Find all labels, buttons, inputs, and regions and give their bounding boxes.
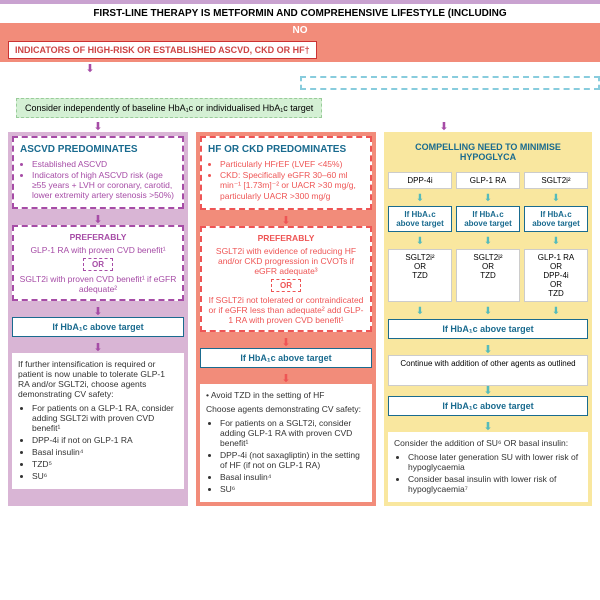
drug-cell: GLP-1 RA OR DPP-4i OR TZD bbox=[524, 249, 588, 302]
list-item: DPP-4i if not on GLP-1 RA bbox=[32, 435, 178, 445]
text-intro: Consider the addition of SU⁶ OR basal in… bbox=[394, 438, 582, 448]
pref-option: If SGLT2i not tolerated or contraindicat… bbox=[207, 295, 365, 325]
drug-cell: GLP-1 RA bbox=[456, 172, 520, 189]
list-item: Particularly HFrEF (LVEF <45%) bbox=[220, 159, 364, 169]
if-target-box: If HbA₁c above target bbox=[12, 317, 184, 337]
pref-label: PREFERABLY bbox=[19, 232, 177, 242]
down-arrow-icon: ⬇ bbox=[0, 62, 180, 94]
drug-cell: DPP-4i bbox=[388, 172, 452, 189]
down-arrow-icon: ⬇ bbox=[524, 236, 588, 247]
text-intro: If further intensification is required o… bbox=[18, 359, 178, 399]
down-arrow-icon: ⬇ bbox=[388, 387, 588, 395]
down-arrow-icon: ⬇ bbox=[388, 193, 452, 204]
ascvd-header: ASCVD PREDOMINATES Established ASCVD Ind… bbox=[12, 136, 184, 209]
hf-title: HF OR CKD PREDOMINATES bbox=[208, 144, 364, 155]
list-item: Basal insulin⁴ bbox=[220, 472, 366, 482]
hf-intensify: • Avoid TZD in the setting of HF Choose … bbox=[200, 384, 372, 502]
drug-cell: SGLT2i² OR TZD bbox=[388, 249, 452, 302]
list-item: Consider basal insulin with lower risk o… bbox=[408, 474, 582, 494]
ascvd-intensify: If further intensification is required o… bbox=[12, 353, 184, 489]
down-arrow-icon: ⬇ bbox=[200, 339, 372, 347]
list-item: Choose later generation SU with lower ri… bbox=[408, 452, 582, 472]
consider-su-insulin: Consider the addition of SU⁶ OR basal in… bbox=[388, 432, 588, 502]
avoid-tzd: • Avoid TZD in the setting of HF bbox=[206, 390, 366, 400]
or-pill: OR bbox=[271, 279, 301, 292]
down-arrow-icon: ⬇ bbox=[196, 123, 592, 131]
indicators-band: INDICATORS OF HIGH-RISK OR ESTABLISHED A… bbox=[0, 38, 600, 62]
down-arrow-icon: ⬇ bbox=[8, 123, 188, 131]
down-arrow-icon: ⬇ bbox=[456, 236, 520, 247]
pref-option: SGLT2i with evidence of reducing HF and/… bbox=[207, 246, 365, 276]
pref-label: PREFERABLY bbox=[207, 233, 365, 243]
hf-preferably: PREFERABLY SGLT2i with evidence of reduc… bbox=[200, 226, 372, 332]
pref-option: SGLT2i with proven CVD benefit¹ if eGFR … bbox=[19, 274, 177, 294]
list-item: CKD: Specifically eGFR 30–60 ml min⁻¹ [1… bbox=[220, 170, 364, 201]
down-arrow-icon: ⬇ bbox=[388, 236, 452, 247]
column-hf-ckd: HF OR CKD PREDOMINATES Particularly HFrE… bbox=[196, 132, 376, 506]
hypo-title: COMPELLING NEED TO MINIMISE HYPOGLYCA bbox=[388, 136, 588, 172]
down-arrow-icon: ⬇ bbox=[200, 217, 372, 225]
down-arrow-icon: ⬇ bbox=[388, 423, 588, 431]
list-item: Indicators of high ASCVD risk (age ≥55 y… bbox=[32, 170, 176, 200]
banner-firstline: FIRST-LINE THERAPY IS METFORMIN AND COMP… bbox=[0, 0, 600, 23]
down-arrow-icon: ⬇ bbox=[456, 306, 520, 317]
hf-header: HF OR CKD PREDOMINATES Particularly HFrE… bbox=[200, 136, 372, 210]
down-arrow-icon: ⬇ bbox=[12, 344, 184, 352]
down-arrow-icon: ⬇ bbox=[524, 306, 588, 317]
continue-cell: Continue with addition of other agents a… bbox=[388, 355, 588, 386]
down-arrow-icon: ⬇ bbox=[524, 193, 588, 204]
if-target-cell: If HbA₁c above target bbox=[456, 206, 520, 232]
drug-cell: SGLT2i² OR TZD bbox=[456, 249, 520, 302]
list-item: DPP-4i (not saxagliptin) in the setting … bbox=[220, 450, 366, 470]
down-arrow-icon: ⬇ bbox=[12, 216, 184, 224]
list-item: For patients on a SGLT2i, consider addin… bbox=[220, 418, 366, 448]
pref-option: GLP-1 RA with proven CVD benefit¹ bbox=[19, 245, 177, 255]
down-arrow-icon: ⬇ bbox=[200, 375, 372, 383]
or-pill: OR bbox=[83, 258, 113, 271]
ascvd-title: ASCVD PREDOMINATES bbox=[20, 144, 176, 155]
down-arrow-icon: ⬇ bbox=[388, 306, 452, 317]
down-arrow-icon: ⬇ bbox=[12, 308, 184, 316]
consider-independent: Consider independently of baseline HbA₁c… bbox=[16, 98, 322, 118]
choose-agents: Choose agents demonstrating CV safety: bbox=[206, 404, 366, 414]
list-item: Established ASCVD bbox=[32, 159, 176, 169]
drug-cell: SGLT2i² bbox=[524, 172, 588, 189]
down-arrow-icon: ⬇ bbox=[388, 346, 588, 354]
list-item: Basal insulin⁴ bbox=[32, 447, 178, 457]
if-target-box: If HbA₁c above target bbox=[200, 348, 372, 368]
column-hypoglycaemia: COMPELLING NEED TO MINIMISE HYPOGLYCA DP… bbox=[384, 132, 592, 506]
indicators-label: INDICATORS OF HIGH-RISK OR ESTABLISHED A… bbox=[8, 41, 317, 59]
no-header: NO bbox=[0, 23, 600, 38]
if-target-box: If HbA₁c above target bbox=[388, 319, 588, 339]
column-ascvd: ASCVD PREDOMINATES Established ASCVD Ind… bbox=[8, 132, 188, 506]
if-target-cell: If HbA₁c above target bbox=[524, 206, 588, 232]
dashed-connector bbox=[300, 76, 600, 90]
ascvd-preferably: PREFERABLY GLP-1 RA with proven CVD bene… bbox=[12, 225, 184, 301]
list-item: SU⁶ bbox=[220, 484, 366, 494]
if-target-cell: If HbA₁c above target bbox=[388, 206, 452, 232]
if-target-box: If HbA₁c above target bbox=[388, 396, 588, 416]
list-item: TZD⁵ bbox=[32, 459, 178, 469]
list-item: For patients on a GLP-1 RA, consider add… bbox=[32, 403, 178, 433]
list-item: SU⁶ bbox=[32, 471, 178, 481]
down-arrow-icon: ⬇ bbox=[456, 193, 520, 204]
